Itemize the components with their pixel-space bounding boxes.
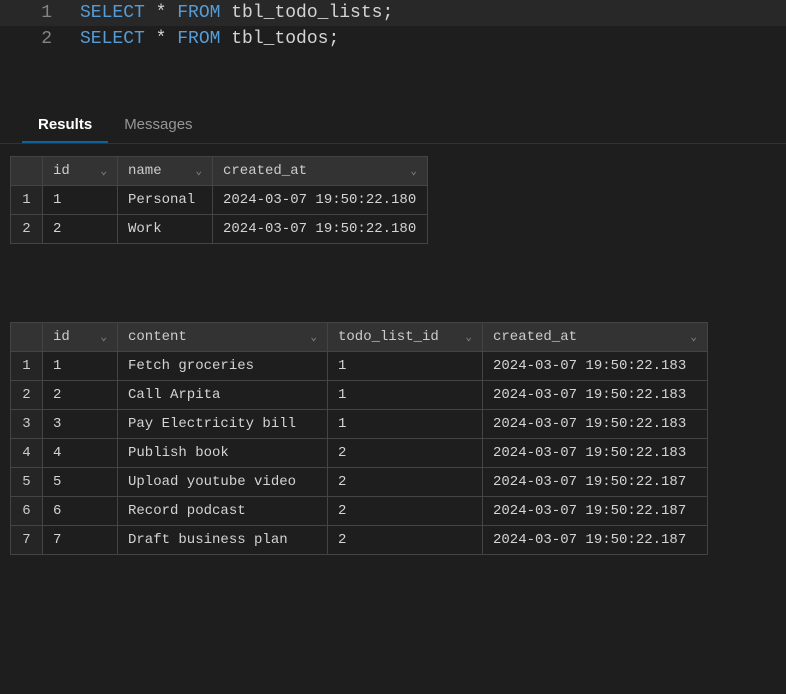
cell-created-at[interactable]: 2024-03-07 19:50:22.187 xyxy=(483,497,708,526)
cell-content[interactable]: Upload youtube video xyxy=(118,468,328,497)
cell-created-at[interactable]: 2024-03-07 19:50:22.180 xyxy=(213,215,428,244)
sql-identifier: tbl_todos; xyxy=(220,29,339,49)
line-number: 1 xyxy=(0,3,80,23)
table-row[interactable]: 5 5 Upload youtube video 2 2024-03-07 19… xyxy=(11,468,708,497)
cell-created-at[interactable]: 2024-03-07 19:50:22.183 xyxy=(483,381,708,410)
row-number-cell: 2 xyxy=(11,215,43,244)
cell-todo-list-id[interactable]: 1 xyxy=(328,381,483,410)
header-label: name xyxy=(128,163,162,179)
cell-content[interactable]: Fetch groceries xyxy=(118,352,328,381)
sql-operator: * xyxy=(145,3,177,23)
result-table-2: id ⌄ content ⌄ todo_list_id ⌄ xyxy=(10,322,708,555)
code-line[interactable]: 1 SELECT * FROM tbl_todo_lists; xyxy=(0,0,786,26)
table-row[interactable]: 1 1 Fetch groceries 1 2024-03-07 19:50:2… xyxy=(11,352,708,381)
sql-keyword: FROM xyxy=(177,29,220,49)
chevron-down-icon[interactable]: ⌄ xyxy=(100,164,107,178)
cell-todo-list-id[interactable]: 2 xyxy=(328,439,483,468)
row-number-cell: 2 xyxy=(11,381,43,410)
table-row[interactable]: 6 6 Record podcast 2 2024-03-07 19:50:22… xyxy=(11,497,708,526)
cell-todo-list-id[interactable]: 2 xyxy=(328,468,483,497)
cell-id[interactable]: 5 xyxy=(43,468,118,497)
row-number-cell: 7 xyxy=(11,526,43,555)
sql-keyword: SELECT xyxy=(80,3,145,23)
cell-created-at[interactable]: 2024-03-07 19:50:22.187 xyxy=(483,526,708,555)
cell-content[interactable]: Draft business plan xyxy=(118,526,328,555)
sql-keyword: FROM xyxy=(177,3,220,23)
cell-id[interactable]: 4 xyxy=(43,439,118,468)
cell-id[interactable]: 3 xyxy=(43,410,118,439)
code-content: SELECT * FROM tbl_todos; xyxy=(80,29,339,49)
cell-name[interactable]: Work xyxy=(118,215,213,244)
sql-keyword: SELECT xyxy=(80,29,145,49)
code-line[interactable]: 2 SELECT * FROM tbl_todos; xyxy=(0,26,786,52)
cell-created-at[interactable]: 2024-03-07 19:50:22.183 xyxy=(483,410,708,439)
cell-id[interactable]: 2 xyxy=(43,381,118,410)
table-row[interactable]: 4 4 Publish book 2 2024-03-07 19:50:22.1… xyxy=(11,439,708,468)
table-row[interactable]: 2 2 Work 2024-03-07 19:50:22.180 xyxy=(11,215,428,244)
cell-todo-list-id[interactable]: 1 xyxy=(328,352,483,381)
header-label: created_at xyxy=(223,163,307,179)
code-editor: 1 SELECT * FROM tbl_todo_lists; 2 SELECT… xyxy=(0,0,786,52)
row-number-cell: 4 xyxy=(11,439,43,468)
row-number-cell: 5 xyxy=(11,468,43,497)
table-row[interactable]: 7 7 Draft business plan 2 2024-03-07 19:… xyxy=(11,526,708,555)
table-header-row: id ⌄ content ⌄ todo_list_id ⌄ xyxy=(11,323,708,352)
cell-id[interactable]: 1 xyxy=(43,352,118,381)
row-number-cell: 6 xyxy=(11,497,43,526)
cell-created-at[interactable]: 2024-03-07 19:50:22.180 xyxy=(213,186,428,215)
column-header-todo-list-id[interactable]: todo_list_id ⌄ xyxy=(328,323,483,352)
cell-created-at[interactable]: 2024-03-07 19:50:22.183 xyxy=(483,352,708,381)
cell-content[interactable]: Record podcast xyxy=(118,497,328,526)
header-label: id xyxy=(53,163,70,179)
cell-id[interactable]: 1 xyxy=(43,186,118,215)
cell-content[interactable]: Publish book xyxy=(118,439,328,468)
cell-content[interactable]: Call Arpita xyxy=(118,381,328,410)
table-header-row: id ⌄ name ⌄ created_at ⌄ xyxy=(11,157,428,186)
sql-identifier: tbl_todo_lists; xyxy=(220,3,393,23)
row-number-cell: 1 xyxy=(11,186,43,215)
table-row[interactable]: 2 2 Call Arpita 1 2024-03-07 19:50:22.18… xyxy=(11,381,708,410)
cell-created-at[interactable]: 2024-03-07 19:50:22.187 xyxy=(483,468,708,497)
cell-name[interactable]: Personal xyxy=(118,186,213,215)
header-label: content xyxy=(128,329,187,345)
code-content: SELECT * FROM tbl_todo_lists; xyxy=(80,3,393,23)
header-label: todo_list_id xyxy=(338,329,439,345)
table-row[interactable]: 3 3 Pay Electricity bill 1 2024-03-07 19… xyxy=(11,410,708,439)
row-number-header xyxy=(11,323,43,352)
column-header-id[interactable]: id ⌄ xyxy=(43,323,118,352)
results-area: id ⌄ name ⌄ created_at ⌄ xyxy=(0,144,786,555)
column-header-created-at[interactable]: created_at ⌄ xyxy=(213,157,428,186)
row-number-cell: 3 xyxy=(11,410,43,439)
line-number: 2 xyxy=(0,29,80,49)
result-table-1: id ⌄ name ⌄ created_at ⌄ xyxy=(10,156,428,244)
column-header-created-at[interactable]: created_at ⌄ xyxy=(483,323,708,352)
chevron-down-icon[interactable]: ⌄ xyxy=(410,164,417,178)
cell-id[interactable]: 2 xyxy=(43,215,118,244)
cell-id[interactable]: 7 xyxy=(43,526,118,555)
cell-id[interactable]: 6 xyxy=(43,497,118,526)
column-header-content[interactable]: content ⌄ xyxy=(118,323,328,352)
row-number-cell: 1 xyxy=(11,352,43,381)
row-number-header xyxy=(11,157,43,186)
cell-todo-list-id[interactable]: 2 xyxy=(328,497,483,526)
chevron-down-icon[interactable]: ⌄ xyxy=(100,330,107,344)
cell-content[interactable]: Pay Electricity bill xyxy=(118,410,328,439)
tabs-container: Results Messages xyxy=(0,108,786,144)
cell-created-at[interactable]: 2024-03-07 19:50:22.183 xyxy=(483,439,708,468)
sql-operator: * xyxy=(145,29,177,49)
chevron-down-icon[interactable]: ⌄ xyxy=(310,330,317,344)
tab-results[interactable]: Results xyxy=(22,108,108,143)
chevron-down-icon[interactable]: ⌄ xyxy=(195,164,202,178)
header-label: id xyxy=(53,329,70,345)
chevron-down-icon[interactable]: ⌄ xyxy=(690,330,697,344)
column-header-name[interactable]: name ⌄ xyxy=(118,157,213,186)
table-row[interactable]: 1 1 Personal 2024-03-07 19:50:22.180 xyxy=(11,186,428,215)
cell-todo-list-id[interactable]: 1 xyxy=(328,410,483,439)
column-header-id[interactable]: id ⌄ xyxy=(43,157,118,186)
cell-todo-list-id[interactable]: 2 xyxy=(328,526,483,555)
chevron-down-icon[interactable]: ⌄ xyxy=(465,330,472,344)
header-label: created_at xyxy=(493,329,577,345)
tab-messages[interactable]: Messages xyxy=(108,108,208,143)
